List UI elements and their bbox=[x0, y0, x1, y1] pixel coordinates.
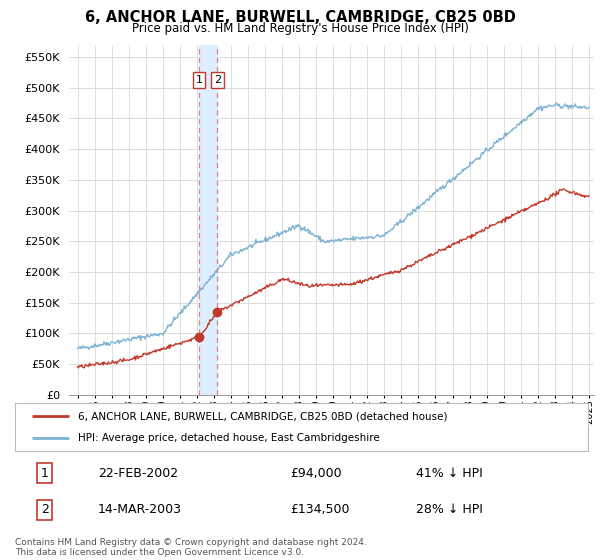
Text: Price paid vs. HM Land Registry's House Price Index (HPI): Price paid vs. HM Land Registry's House … bbox=[131, 22, 469, 35]
Text: 2: 2 bbox=[41, 503, 49, 516]
Text: 6, ANCHOR LANE, BURWELL, CAMBRIDGE, CB25 0BD (detached house): 6, ANCHOR LANE, BURWELL, CAMBRIDGE, CB25… bbox=[78, 411, 448, 421]
Text: 22-FEB-2002: 22-FEB-2002 bbox=[98, 466, 178, 480]
Text: £94,000: £94,000 bbox=[290, 466, 341, 480]
Text: HPI: Average price, detached house, East Cambridgeshire: HPI: Average price, detached house, East… bbox=[78, 433, 380, 443]
Text: 28% ↓ HPI: 28% ↓ HPI bbox=[416, 503, 483, 516]
Text: 1: 1 bbox=[41, 466, 49, 480]
Text: Contains HM Land Registry data © Crown copyright and database right 2024.
This d: Contains HM Land Registry data © Crown c… bbox=[15, 538, 367, 557]
Text: 1: 1 bbox=[196, 75, 203, 85]
Text: £134,500: £134,500 bbox=[290, 503, 350, 516]
Text: 14-MAR-2003: 14-MAR-2003 bbox=[98, 503, 182, 516]
Bar bbox=[199, 45, 217, 395]
Text: 2: 2 bbox=[214, 75, 221, 85]
Text: 41% ↓ HPI: 41% ↓ HPI bbox=[416, 466, 483, 480]
Text: 6, ANCHOR LANE, BURWELL, CAMBRIDGE, CB25 0BD: 6, ANCHOR LANE, BURWELL, CAMBRIDGE, CB25… bbox=[85, 10, 515, 25]
